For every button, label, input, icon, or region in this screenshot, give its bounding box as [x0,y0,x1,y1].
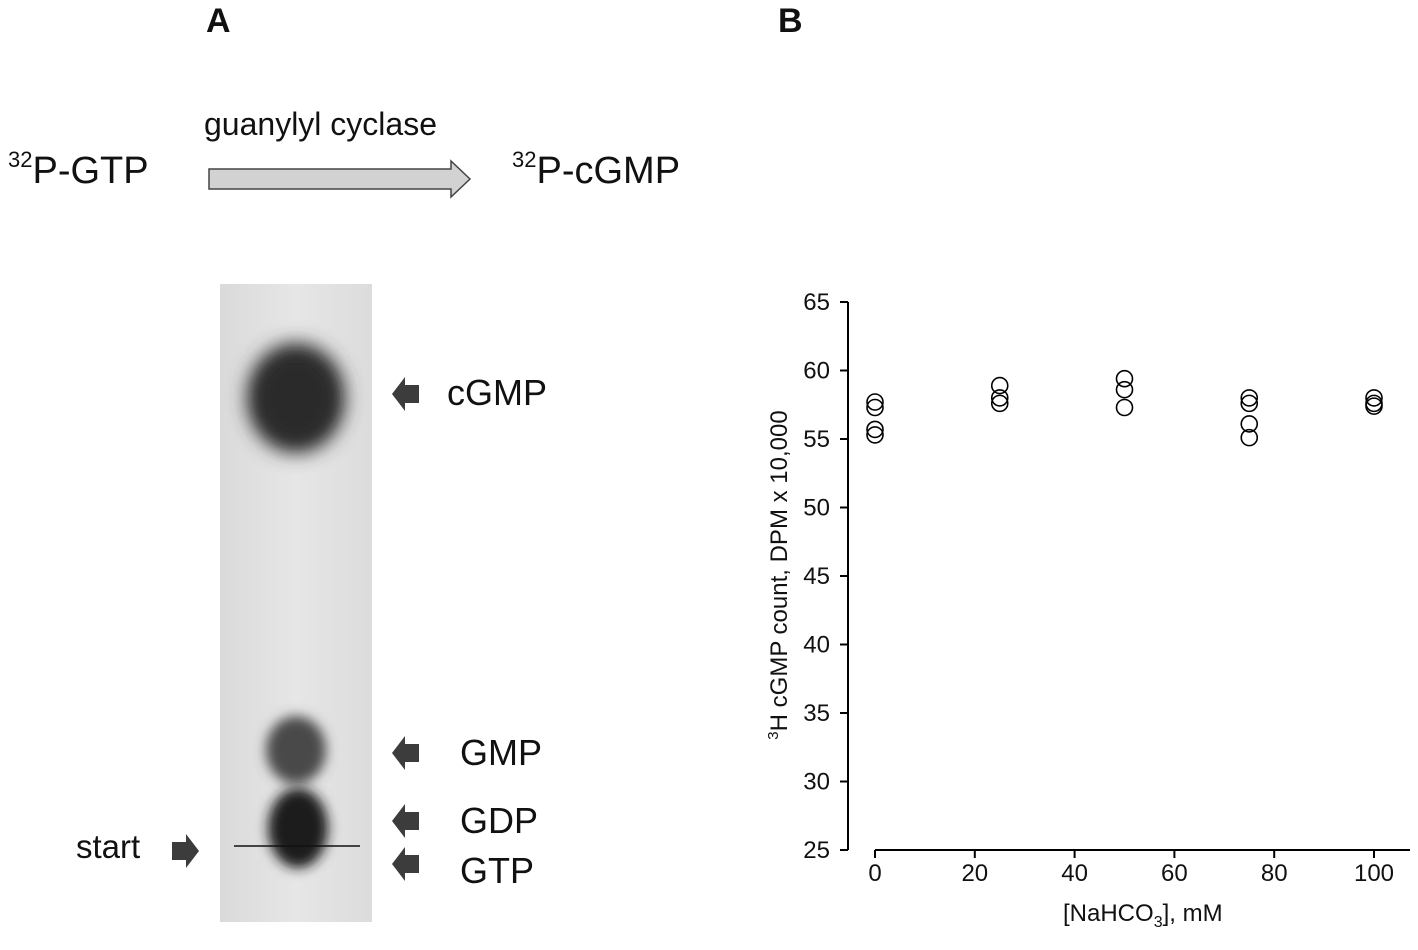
x-tick-label: 100 [1354,860,1394,887]
plot-points [866,369,1383,447]
data-point [1240,428,1259,447]
x-tick-label: 60 [1161,860,1188,887]
x-axis-title-sub: 3 [1153,913,1163,931]
substrate-text: P-GTP [32,150,149,192]
cgmp-arrow-icon [392,377,419,411]
gdp-arrow-icon [392,804,419,838]
x-tick-label: 80 [1261,860,1288,887]
data-point [866,420,884,439]
panel-b-label: B [778,2,803,40]
data-point [990,389,1009,407]
gdp-label: GDP [460,800,539,841]
data-point [1115,369,1134,388]
gtp-label: GTP [460,850,535,891]
data-point [1365,389,1383,407]
substrate-label: 32P-GTP [8,147,149,193]
y-tick-label: 40 [803,632,830,659]
data-point [866,393,884,411]
plot-axes [847,302,1410,851]
data-point [1240,415,1259,433]
plot-ticks: 25 30 35 40 45 50 55 60 65 0 20 40 60 80 100 [803,289,1394,887]
gmp-spot [266,716,326,784]
tlc-plate [220,284,372,922]
y-tick-label: 60 [803,358,830,385]
data-point [866,398,884,417]
y-tick-label: 30 [803,769,830,796]
y-axis-title-text: H cGMP count, DPM x 10,000 [766,410,793,732]
reaction-arrow [208,159,472,199]
x-tick-label: 0 [868,860,881,887]
x-tick-label: 20 [961,860,988,887]
data-point [1365,397,1383,415]
cgmp-spot-core [258,356,334,440]
x-axis-title-pre: [NaHCO [1063,900,1154,927]
data-point [990,376,1009,395]
gmp-arrow-icon [392,736,419,770]
cgmp-label: cGMP [447,372,548,413]
x-axis-title: [NaHCO3], mM [1063,900,1223,931]
data-point [1240,389,1259,407]
y-tick-label: 50 [803,495,830,522]
gtp-arrow-icon [392,847,419,881]
product-label: 32P-cGMP [512,147,681,193]
data-point [1115,380,1134,399]
data-point [990,394,1009,413]
x-axis-title-post: ], mM [1162,900,1223,927]
enzyme-label: guanylyl cyclase [204,106,437,142]
data-point [1115,398,1134,417]
product-isotope: 32 [512,147,537,173]
y-tick-label: 45 [803,563,830,590]
y-tick-label: 55 [803,426,830,453]
data-point [866,426,884,444]
y-tick-label: 65 [803,289,830,316]
start-label: start [76,828,141,865]
y-tick-label: 35 [803,700,830,727]
x-tick-label: 40 [1061,860,1088,887]
y-axis-title: 3H cGMP count, DPM x 10,000 [765,410,794,740]
y-axis-title-isotope: 3 [765,731,782,740]
y-tick-label: 25 [803,837,830,864]
panel-a-label: A [206,2,231,40]
gdp-gtp-spot [268,788,328,868]
gmp-label: GMP [460,732,543,773]
product-text: P-cGMP [536,150,681,192]
data-point [1240,394,1259,413]
start-arrow-icon [172,834,199,868]
substrate-isotope: 32 [8,147,33,173]
